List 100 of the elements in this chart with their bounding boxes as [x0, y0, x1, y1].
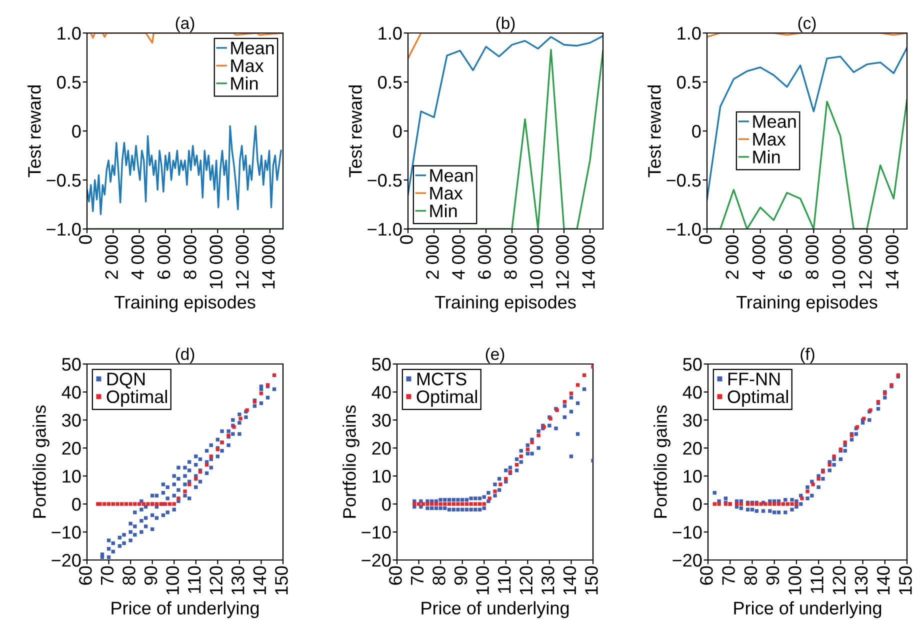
y-axis-title: Portfolio gains [32, 405, 50, 518]
y-tick-label: 30 [62, 414, 81, 427]
x-tick-label: 8 000 [806, 235, 819, 279]
chart-title: (a) [176, 16, 194, 32]
legend-label: MCTS [417, 372, 466, 386]
y-tick-label: 50 [62, 358, 81, 371]
point [790, 502, 794, 506]
point [209, 454, 213, 458]
point [717, 502, 721, 506]
y-tick-label: 0 [393, 124, 402, 138]
x-tick-label: 130 [854, 566, 868, 594]
point [519, 454, 523, 458]
chart-title: (c) [798, 16, 816, 32]
legend-label: Max [753, 133, 786, 146]
point [106, 502, 111, 506]
point [102, 502, 106, 506]
point [137, 502, 142, 506]
y-tick-label: −0.5 [368, 174, 402, 187]
point [172, 502, 176, 506]
x-tick-label: 90 [454, 566, 468, 585]
y-tick-label: −20 [52, 554, 81, 567]
point [204, 462, 209, 467]
y-tick-label: 0.5 [677, 76, 701, 89]
x-tick-label: 120 [210, 566, 223, 594]
point [469, 502, 473, 506]
x-tick-label: 110 [810, 566, 824, 593]
point [128, 502, 132, 506]
y-tick-label: 0.5 [57, 76, 81, 89]
x-tick-label: 2 000 [426, 235, 439, 279]
y-tick-label: −20 [362, 554, 391, 567]
x-tick-label: 70 [100, 566, 114, 585]
point [811, 482, 815, 486]
x-tick-label: 12 000 [236, 235, 249, 288]
x-tick-label: 130 [232, 566, 244, 594]
point [412, 502, 416, 506]
legend-label: Optimal [416, 390, 477, 407]
chart-title: (e) [486, 348, 504, 364]
x-tick-label: 0 [699, 235, 712, 244]
point [772, 502, 776, 506]
point [194, 476, 198, 481]
y-tick-label: −1.0 [46, 222, 81, 236]
point [146, 502, 150, 506]
y-tick-label: −20 [672, 554, 702, 567]
x-tick-label: 14 000 [582, 235, 595, 288]
x-tick-label: 100 [788, 566, 802, 594]
point [133, 502, 137, 506]
point [582, 373, 586, 378]
point [456, 502, 460, 506]
x-tick-label: 140 [876, 566, 890, 594]
point [514, 462, 519, 467]
point [764, 502, 768, 506]
point [806, 490, 810, 494]
y-tick-label: 40 [62, 386, 81, 399]
x-tick-label: 110 [188, 566, 201, 593]
y-tick-label: 0.5 [378, 76, 402, 89]
point [828, 462, 832, 467]
legend-label: FF-NN [728, 372, 780, 386]
y-tick-label: 10 [372, 470, 391, 483]
x-tick-label: 4 000 [452, 235, 465, 280]
legend-label: DQN [107, 372, 145, 389]
point [536, 434, 540, 438]
y-tick-label: 0 [382, 498, 391, 511]
y-tick-label: 10 [684, 470, 702, 483]
x-tick-label: 70 [410, 566, 424, 585]
line-series [707, 46, 907, 200]
x-tick-label: 4 000 [752, 235, 766, 280]
point [493, 490, 497, 494]
x-tick-label: 8 000 [504, 235, 517, 279]
point [478, 502, 482, 506]
x-tick-label: 130 [542, 566, 554, 594]
point [739, 502, 744, 506]
y-tick-label: −0.5 [666, 174, 701, 187]
point [111, 502, 115, 506]
x-tick-label: 80 [744, 566, 758, 585]
point [768, 502, 772, 506]
y-tick-label: 50 [683, 358, 702, 371]
legend-label: Max [231, 60, 264, 72]
y-tick-label: −10 [52, 526, 81, 539]
point [488, 496, 492, 500]
x-tick-label: 140 [253, 566, 266, 594]
y-tick-label: 1.0 [58, 26, 81, 40]
point [120, 502, 124, 506]
x-tick-label: 10 000 [530, 235, 543, 288]
y-tick-label: 0 [692, 124, 701, 138]
point [124, 502, 128, 506]
x-tick-label: 60 [700, 566, 713, 585]
point [759, 502, 763, 506]
y-axis-title: Test reward [28, 86, 41, 178]
point [816, 476, 820, 481]
x-tick-label: 100 [166, 566, 179, 594]
y-tick-label: 30 [372, 414, 391, 427]
y-tick-label: 40 [682, 386, 702, 399]
x-tick-label: 0 [400, 235, 413, 244]
x-tick-label: 12 000 [859, 235, 872, 288]
point [800, 496, 804, 500]
legend-label: Optimal [728, 390, 788, 407]
point [786, 502, 790, 506]
y-tick-label: −10 [362, 526, 391, 539]
point [562, 400, 567, 404]
point [426, 502, 430, 506]
